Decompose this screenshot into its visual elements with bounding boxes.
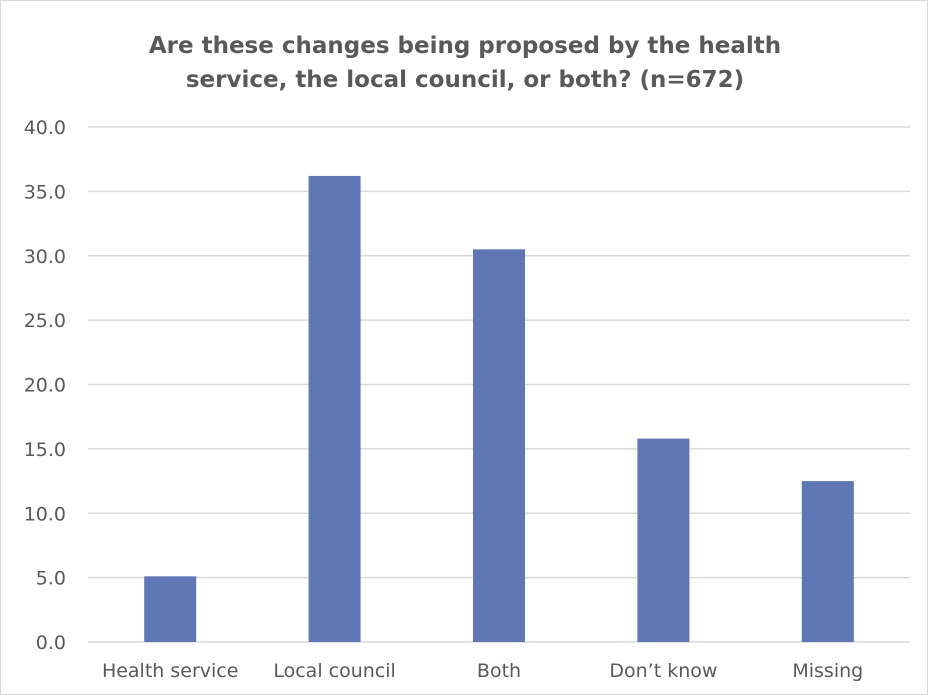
y-tick-label: 25.0 (24, 310, 66, 332)
x-category-label: Don’t know (609, 660, 717, 682)
y-tick-label: 40.0 (24, 117, 66, 139)
bars (144, 175, 854, 643)
x-category-label: Both (477, 660, 521, 682)
x-category-label: Local council (273, 660, 395, 682)
x-category-label: Health service (102, 660, 239, 682)
x-category-label: Missing (792, 660, 863, 682)
y-tick-label: 0.0 (36, 632, 66, 654)
bar-local-council (308, 175, 361, 643)
y-tick-label: 30.0 (24, 246, 66, 268)
y-axis-tick-labels: 0.0 5.0 10.0 15.0 20.0 25.0 30.0 35.0 40.0 (24, 117, 66, 654)
bar-missing (801, 481, 854, 642)
chart-title-line-1: Are these changes being proposed by the … (148, 33, 782, 59)
y-tick-label: 15.0 (24, 439, 66, 461)
chart-title: Are these changes being proposed by the … (61, 29, 869, 97)
y-tick-label: 35.0 (24, 181, 66, 203)
bar-both (473, 249, 525, 642)
y-tick-label: 20.0 (24, 375, 66, 397)
bar-don-t-know (637, 438, 690, 642)
chart-title-line-2: service, the local council, or both? (n=… (185, 67, 745, 93)
y-tick-label: 10.0 (24, 503, 66, 525)
bar-health-service (144, 576, 197, 642)
x-axis-category-labels: Health service Local council Both Don’t kno… (102, 660, 863, 682)
y-tick-label: 5.0 (36, 568, 66, 590)
